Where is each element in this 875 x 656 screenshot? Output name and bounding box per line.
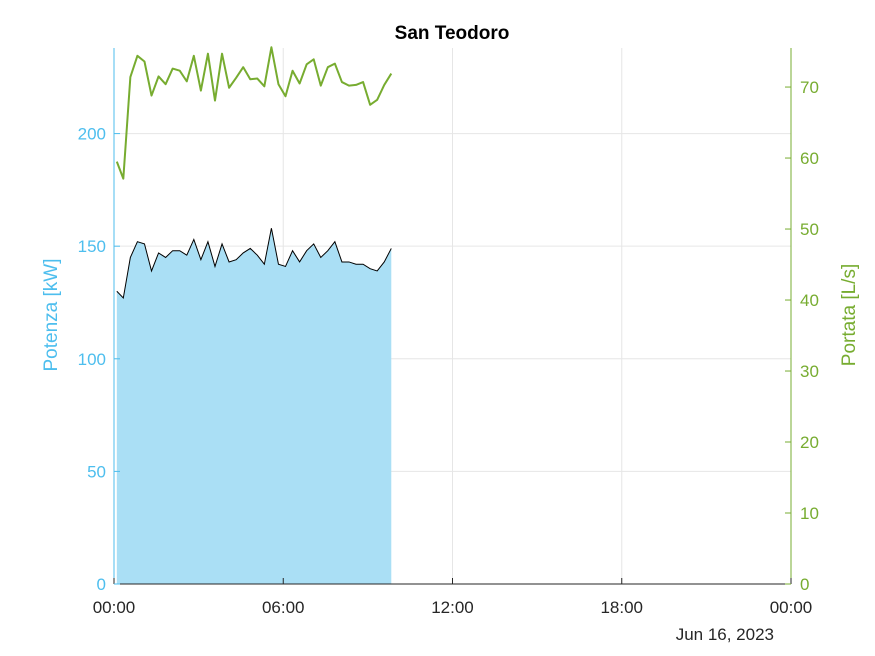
left-tick-label: 150 <box>78 237 106 256</box>
right-tick-label: 0 <box>800 575 809 594</box>
right-tick-label: 50 <box>800 220 819 239</box>
right-tick-label: 60 <box>800 149 819 168</box>
tick-labels: 00:00 06:00 12:00 18:00 00:00 0 50 100 150 200 0 10… <box>78 78 819 617</box>
chart-title: San Teodoro <box>395 23 510 44</box>
right-tick-label: 10 <box>800 504 819 523</box>
right-tick-label: 40 <box>800 291 819 310</box>
x-tick-label: 06:00 <box>262 598 305 617</box>
left-tick-label: 0 <box>97 575 106 594</box>
x-tick-label: 18:00 <box>600 598 643 617</box>
left-tick-label: 200 <box>78 125 106 144</box>
date-label: Jun 16, 2023 <box>676 625 774 644</box>
right-tick-label: 20 <box>800 433 819 452</box>
potenza-area-edge <box>116 228 392 300</box>
x-tick-label: 00:00 <box>93 598 136 617</box>
potenza-area <box>116 228 392 585</box>
left-axis-label: Potenza [kW] <box>41 259 62 372</box>
x-tick-label: 12:00 <box>431 598 474 617</box>
left-tick-label: 100 <box>78 350 106 369</box>
left-tick-label: 50 <box>87 462 106 481</box>
right-tick-label: 30 <box>800 362 819 381</box>
right-tick-label: 70 <box>800 78 819 97</box>
x-tick-label: 00:00 <box>770 598 813 617</box>
potenza-area-layer <box>116 228 392 585</box>
portata-line-layer <box>115 46 393 180</box>
portata-line <box>115 46 393 180</box>
axes <box>113 48 792 585</box>
right-axis-label: Portata [L/s] <box>839 264 860 366</box>
